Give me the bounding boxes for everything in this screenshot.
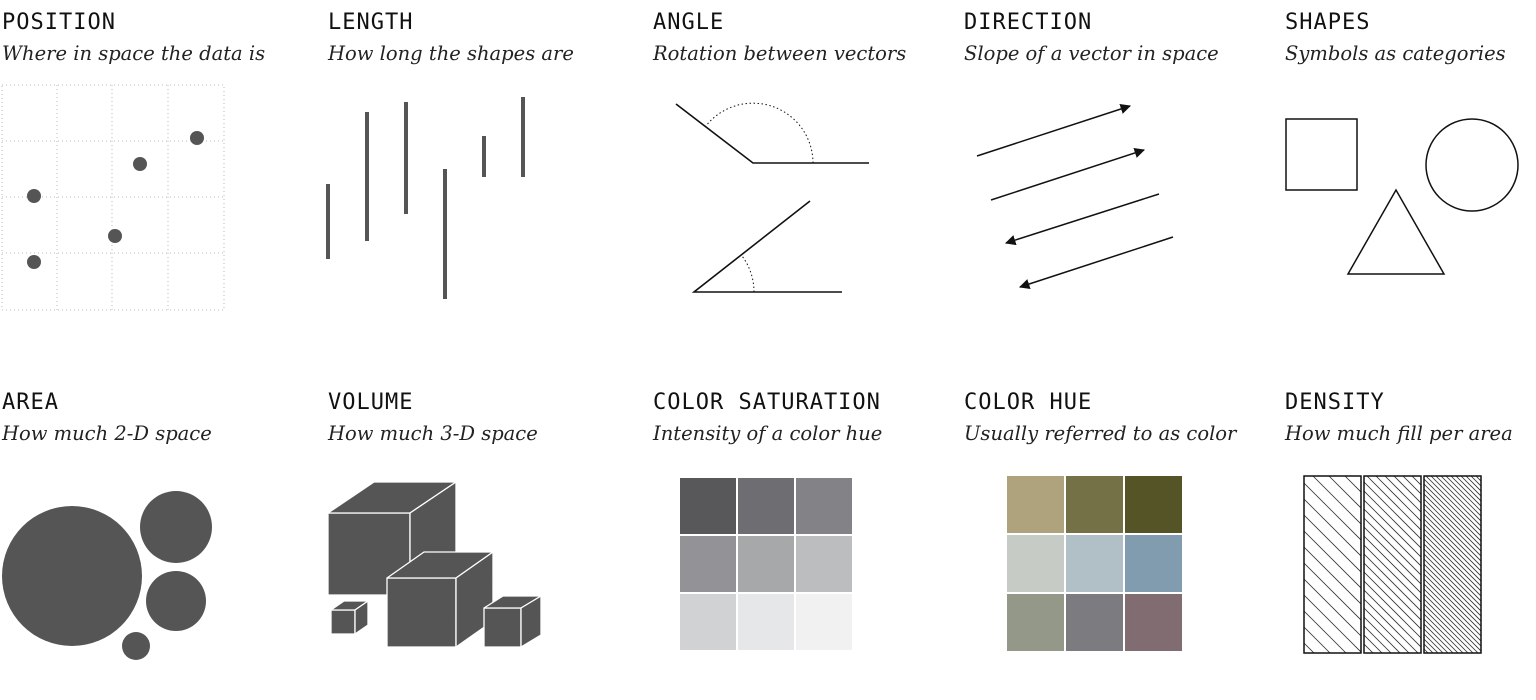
panel-title: DIRECTION	[964, 10, 1093, 35]
cube-medium	[386, 551, 494, 648]
panel-area: AREA How much 2-D space	[2, 380, 302, 700]
color-swatch	[1125, 535, 1182, 592]
panel-saturation: COLOR SATURATION Intensity of a color hu…	[653, 380, 953, 700]
color-swatch	[1125, 594, 1182, 651]
shapes-figure	[1285, 118, 1519, 275]
color-swatch	[1066, 594, 1123, 651]
panel-volume: VOLUME How much 3-D space	[327, 380, 628, 700]
cube-small-right	[483, 595, 542, 648]
panel-subtitle: Symbols as categories	[1285, 42, 1506, 65]
length-bars	[326, 97, 525, 299]
panel-subtitle: How much 3-D space	[328, 422, 538, 445]
color-swatch	[1007, 594, 1064, 651]
panel-shapes: SHAPES Symbols as categories	[1285, 0, 1536, 320]
panel-title: DENSITY	[1285, 390, 1385, 415]
color-swatch	[1066, 535, 1123, 592]
density-bars	[1303, 475, 1482, 654]
area-circles	[2, 491, 212, 660]
triangle-shape	[1346, 188, 1446, 275]
panel-title: COLOR SATURATION	[653, 390, 881, 415]
circle-shape	[1425, 118, 1519, 212]
panel-title: AREA	[2, 390, 59, 415]
cube-small-left	[330, 600, 369, 635]
angle-vectors	[675, 103, 869, 293]
color-swatch	[738, 594, 794, 650]
panel-subtitle: How much 2-D space	[2, 422, 212, 445]
panel-subtitle: Intensity of a color hue	[653, 422, 883, 445]
panel-title: COLOR HUE	[964, 390, 1093, 415]
panel-title: SHAPES	[1285, 10, 1371, 35]
color-swatch	[680, 594, 736, 650]
direction-arrows	[976, 103, 1174, 290]
panel-title: VOLUME	[328, 390, 414, 415]
volume-cubes	[327, 481, 542, 648]
panel-density: DENSITY How much fill per area	[1285, 380, 1536, 700]
area-figure	[2, 491, 212, 660]
color-swatch	[1066, 476, 1123, 533]
hue-swatch-grid	[1007, 476, 1182, 651]
panel-subtitle: Usually referred to as color	[964, 422, 1237, 445]
panel-subtitle: How long the shapes are	[328, 42, 574, 65]
panel-subtitle: Rotation between vectors	[653, 42, 907, 65]
shapes-symbols	[1285, 118, 1519, 275]
panel-position: POSITION Where in space the data is	[1, 0, 302, 320]
angle-arcs	[705, 102, 814, 293]
color-swatch	[738, 536, 794, 592]
panel-subtitle: Slope of a vector in space	[964, 42, 1219, 65]
length-figure	[326, 97, 525, 299]
panel-subtitle: How much fill per area	[1285, 422, 1513, 445]
position-points	[27, 131, 204, 269]
color-swatch	[796, 478, 852, 534]
density-hatch-dense	[1424, 476, 1481, 653]
panel-title: LENGTH	[328, 10, 414, 35]
panel-subtitle: Where in space the data is	[2, 42, 266, 65]
panel-length: LENGTH How long the shapes are	[326, 0, 628, 320]
square-shape	[1285, 118, 1358, 191]
color-swatch	[796, 594, 852, 650]
panel-angle: ANGLE Rotation between vectors	[653, 0, 953, 320]
angle-figure	[675, 102, 869, 293]
density-figure	[1303, 475, 1482, 654]
color-swatch	[1007, 535, 1064, 592]
color-swatch	[680, 536, 736, 592]
saturation-swatch-grid	[680, 478, 852, 650]
color-swatch	[1007, 476, 1064, 533]
panel-direction: DIRECTION Slope of a vector in space	[964, 0, 1264, 320]
density-hatch-medium	[1364, 476, 1421, 653]
volume-figure	[327, 481, 542, 648]
color-swatch	[796, 536, 852, 592]
saturation-figure	[680, 478, 852, 650]
position-figure	[1, 84, 225, 311]
panel-hue: COLOR HUE Usually referred to as color	[964, 380, 1264, 700]
color-swatch	[1125, 476, 1182, 533]
panel-title: POSITION	[2, 10, 116, 35]
hue-figure	[1007, 476, 1182, 651]
density-hatch-sparse	[1304, 476, 1361, 653]
color-swatch	[738, 478, 794, 534]
color-swatch	[680, 478, 736, 534]
direction-figure	[976, 103, 1174, 290]
panel-title: ANGLE	[653, 10, 725, 35]
